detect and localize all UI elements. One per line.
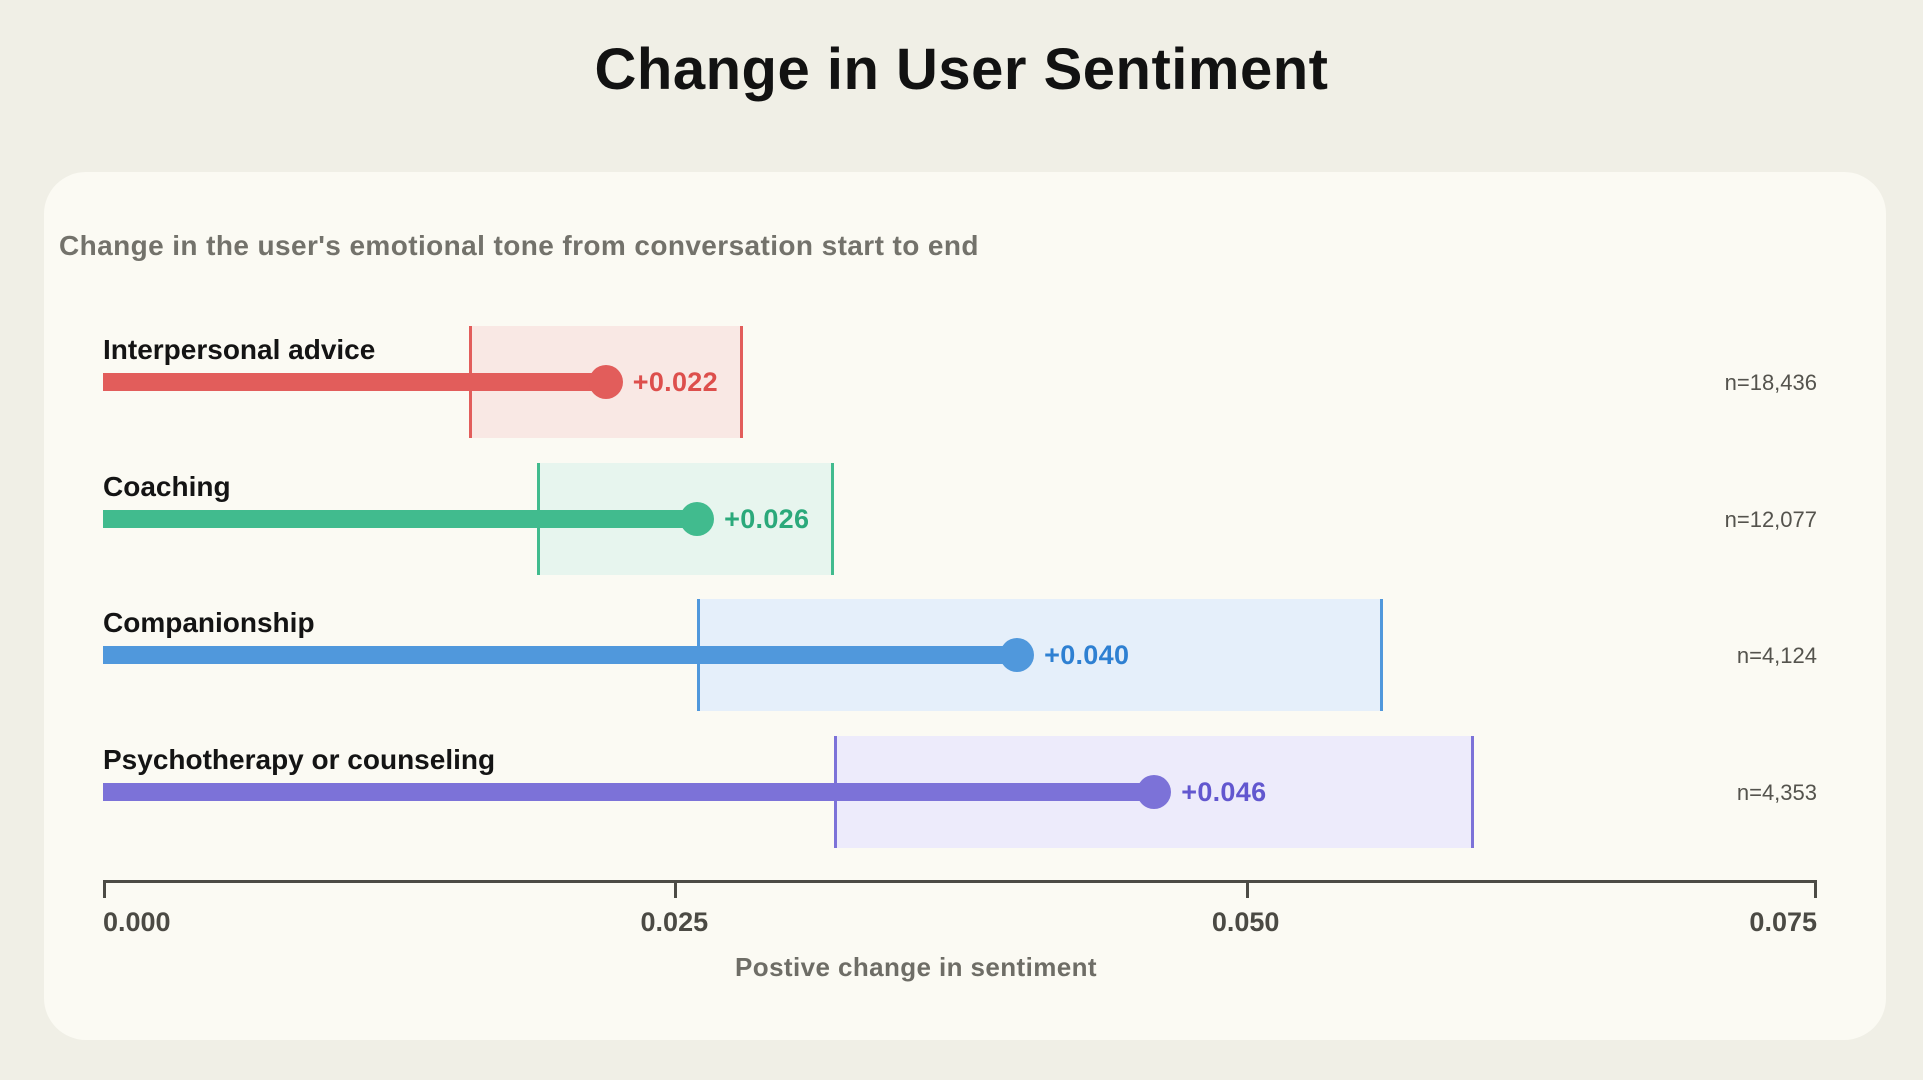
lollipop-stem	[103, 783, 1155, 801]
x-axis-tick	[103, 880, 106, 898]
x-axis-tick-label: 0.025	[640, 907, 709, 937]
lollipop-dot	[1137, 775, 1172, 809]
category-label: Companionship	[103, 607, 315, 638]
value-label: +0.046	[1181, 777, 1267, 807]
lollipop-stem	[103, 646, 1018, 664]
lollipop-dot	[680, 502, 715, 536]
value-label: +0.026	[724, 504, 810, 534]
x-axis-label: Postive change in sentiment	[735, 952, 1097, 982]
sample-size-label: n=4,124	[1736, 643, 1817, 668]
category-label: Psychotherapy or counseling	[103, 744, 496, 775]
lollipop-dot	[1000, 638, 1035, 672]
value-label: +0.040	[1044, 640, 1130, 670]
x-axis-tick	[1245, 880, 1249, 898]
x-axis-tick	[674, 880, 678, 898]
x-axis-line	[103, 880, 1817, 883]
category-label: Interpersonal advice	[103, 334, 376, 365]
x-axis-tick-label: 0.075	[1749, 907, 1817, 937]
x-axis-tick-label: 0.050	[1211, 907, 1280, 937]
lollipop-stem	[103, 373, 606, 391]
x-axis-tick-label: 0.000	[103, 907, 171, 937]
category-label: Coaching	[103, 471, 231, 502]
lollipop-dot	[588, 365, 623, 399]
chart-subtitle: Change in the user's emotional tone from…	[59, 230, 979, 261]
lollipop-stem	[103, 510, 698, 528]
sample-size-label: n=12,077	[1724, 507, 1817, 532]
sample-size-label: n=4,353	[1736, 780, 1817, 805]
x-axis-tick	[1814, 880, 1817, 898]
chart-title: Change in User Sentiment	[594, 37, 1329, 102]
sample-size-label: n=18,436	[1724, 370, 1817, 395]
value-label: +0.022	[632, 367, 718, 397]
